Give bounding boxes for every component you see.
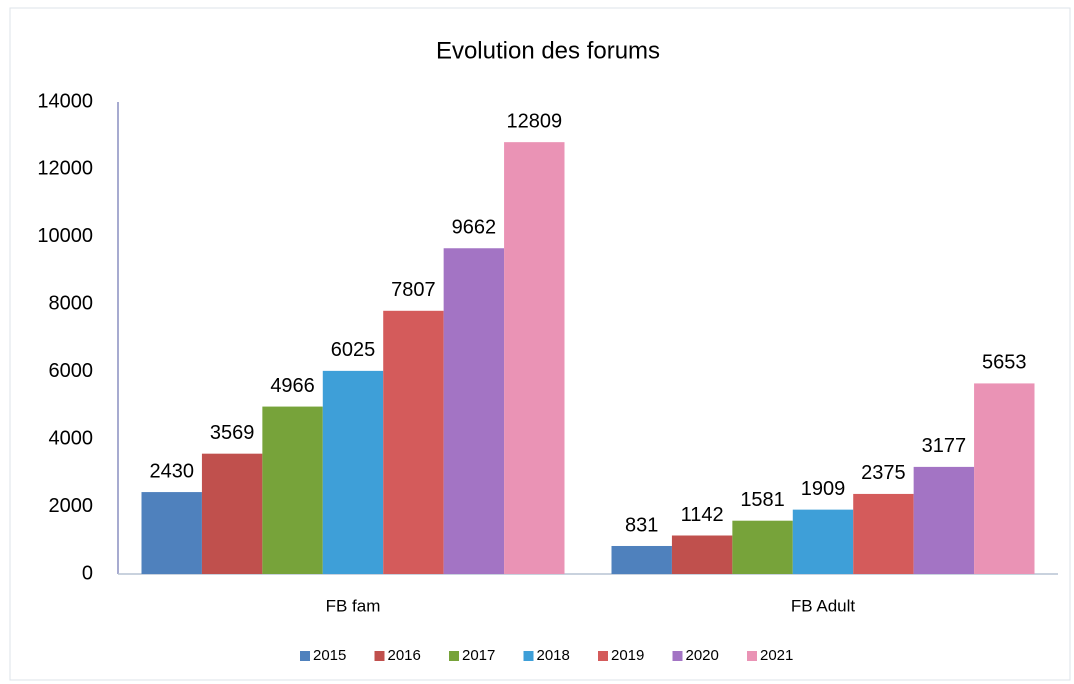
y-tick-label: 12000 xyxy=(37,158,93,180)
data-label: 3177 xyxy=(922,435,967,457)
data-label: 1142 xyxy=(681,504,724,526)
y-tick-label: 14000 xyxy=(37,90,93,112)
legend-label: 2020 xyxy=(686,647,719,664)
data-label: 2375 xyxy=(861,462,906,484)
bar xyxy=(853,493,914,574)
bar xyxy=(732,520,793,574)
data-label: 6025 xyxy=(331,339,376,361)
bar xyxy=(671,535,733,574)
data-label: 1581 xyxy=(740,489,785,511)
x-tick-label: FB Adult xyxy=(791,596,856,615)
legend-label: 2019 xyxy=(611,647,644,664)
data-label: 4966 xyxy=(270,375,315,397)
y-tick-label: 8000 xyxy=(49,293,94,315)
legend-label: 2018 xyxy=(537,647,570,664)
bar xyxy=(913,466,975,574)
data-label: 5653 xyxy=(982,352,1027,374)
data-label: 2430 xyxy=(149,460,194,482)
legend-swatch xyxy=(598,651,608,661)
y-tick-label: 6000 xyxy=(49,360,94,382)
data-label: 9662 xyxy=(452,217,497,239)
data-label: 7807 xyxy=(391,279,436,301)
data-label: 831 xyxy=(625,514,658,536)
bar xyxy=(322,370,384,574)
bar xyxy=(383,310,444,574)
bar xyxy=(141,492,202,574)
bar xyxy=(974,383,1035,574)
data-label: 3569 xyxy=(210,422,255,444)
bar xyxy=(504,142,565,574)
bar xyxy=(262,406,323,574)
legend-swatch xyxy=(523,651,534,661)
legend-swatch xyxy=(672,651,683,661)
data-label: 1909 xyxy=(801,478,846,500)
bar xyxy=(792,509,854,574)
legend-label: 2017 xyxy=(462,647,495,664)
legend-label: 2021 xyxy=(760,647,793,664)
legend-label: 2016 xyxy=(388,647,421,664)
y-tick-label: 4000 xyxy=(49,427,94,449)
bar xyxy=(201,453,263,574)
legend-swatch xyxy=(374,651,385,661)
y-tick-label: 2000 xyxy=(49,495,94,517)
legend-label: 2015 xyxy=(313,647,346,664)
legend-swatch xyxy=(300,651,310,661)
y-tick-label: 0 xyxy=(82,562,93,584)
bar xyxy=(611,545,672,574)
x-tick-label: FB fam xyxy=(326,596,381,615)
legend-swatch xyxy=(449,651,459,661)
bar xyxy=(443,248,505,575)
legend-swatch xyxy=(747,651,757,661)
data-label: 12809 xyxy=(506,110,562,132)
chart-title: Evolution des forums xyxy=(436,37,660,64)
y-tick-label: 10000 xyxy=(37,225,93,247)
